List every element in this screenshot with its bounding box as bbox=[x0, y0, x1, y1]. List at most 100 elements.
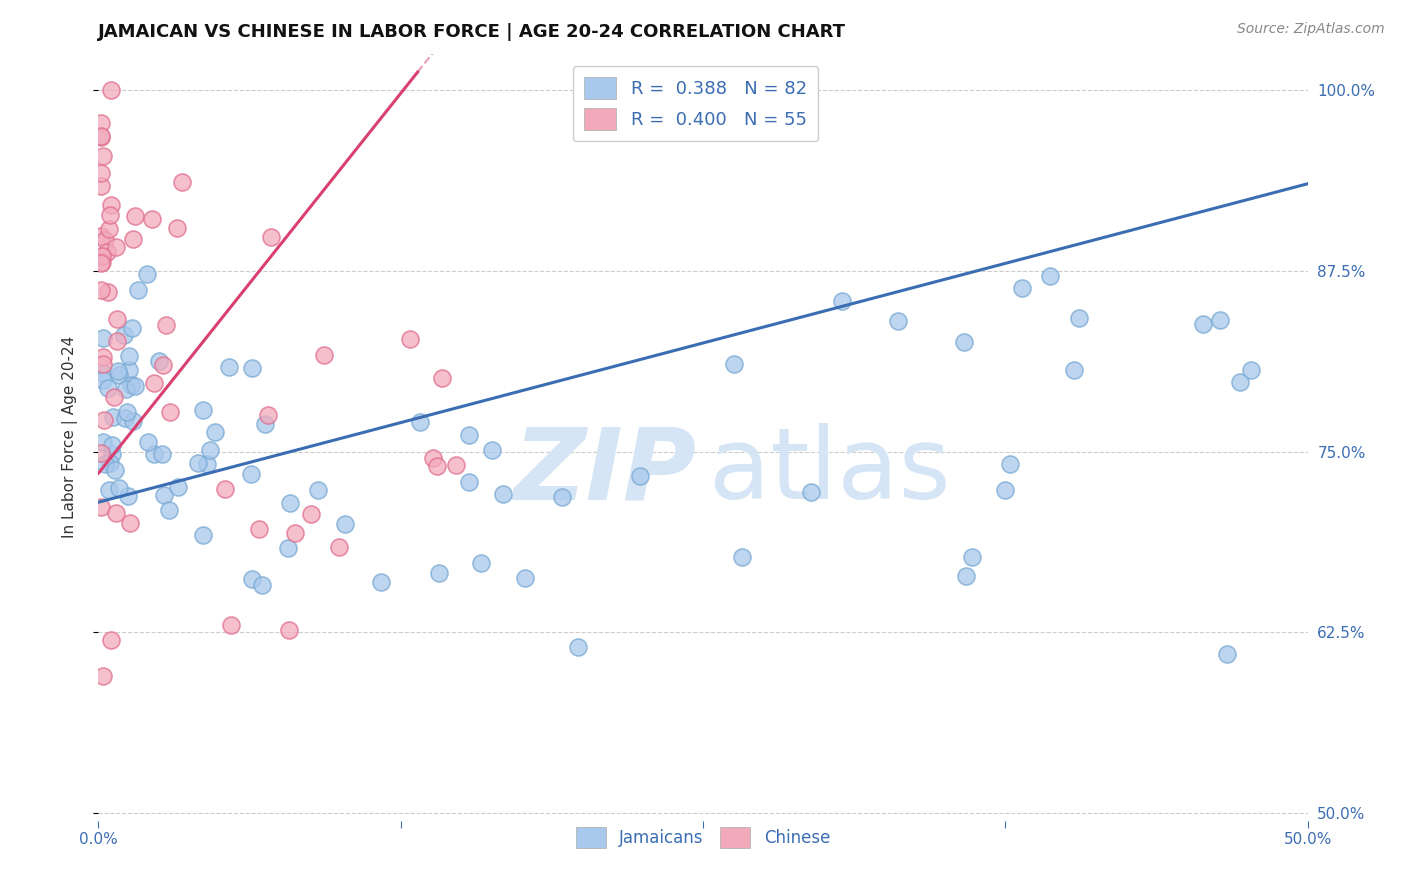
Point bbox=[122, 414, 145, 428]
Point bbox=[370, 574, 392, 589]
Point bbox=[277, 623, 299, 637]
Point bbox=[108, 368, 131, 382]
Point bbox=[166, 480, 188, 494]
Point bbox=[887, 314, 910, 328]
Point bbox=[96, 245, 118, 260]
Point bbox=[104, 506, 127, 520]
Point bbox=[152, 359, 174, 373]
Point bbox=[257, 409, 280, 423]
Point bbox=[398, 332, 420, 346]
Point bbox=[307, 483, 329, 498]
Point bbox=[90, 116, 112, 130]
Point bbox=[91, 350, 114, 364]
Point bbox=[90, 283, 112, 297]
Point bbox=[112, 327, 135, 342]
Point bbox=[301, 508, 323, 522]
Point bbox=[250, 578, 273, 592]
Text: Source: ZipAtlas.com: Source: ZipAtlas.com bbox=[1237, 22, 1385, 37]
Point bbox=[312, 348, 335, 362]
Point bbox=[91, 435, 114, 450]
Point bbox=[1192, 317, 1215, 331]
Point bbox=[426, 458, 449, 473]
Point bbox=[90, 228, 112, 243]
Point bbox=[159, 405, 181, 419]
Point bbox=[98, 457, 121, 471]
Point bbox=[960, 550, 983, 565]
Point bbox=[101, 447, 124, 461]
Point bbox=[998, 457, 1021, 471]
Point bbox=[831, 294, 853, 309]
Point bbox=[409, 415, 432, 429]
Point bbox=[240, 360, 263, 375]
Point bbox=[955, 569, 977, 583]
Point bbox=[136, 435, 159, 450]
Point bbox=[280, 496, 302, 510]
Point bbox=[121, 321, 143, 335]
Point bbox=[100, 83, 122, 97]
Point bbox=[1240, 363, 1263, 377]
Point bbox=[91, 366, 114, 380]
Point bbox=[124, 379, 146, 393]
Point bbox=[153, 488, 176, 502]
Point bbox=[104, 463, 127, 477]
Point bbox=[90, 130, 112, 145]
Point bbox=[191, 402, 214, 417]
Point bbox=[90, 445, 112, 459]
Point bbox=[195, 457, 218, 471]
Point bbox=[103, 391, 125, 405]
Point bbox=[107, 363, 129, 377]
Point bbox=[200, 443, 222, 458]
Point bbox=[120, 377, 142, 392]
Point bbox=[97, 483, 120, 497]
Point bbox=[105, 312, 128, 326]
Point bbox=[333, 517, 356, 532]
Text: JAMAICAN VS CHINESE IN LABOR FORCE | AGE 20-24 CORRELATION CHART: JAMAICAN VS CHINESE IN LABOR FORCE | AGE… bbox=[98, 23, 846, 41]
Point bbox=[515, 570, 537, 584]
Point bbox=[97, 381, 120, 395]
Point bbox=[100, 632, 122, 647]
Point bbox=[91, 374, 114, 388]
Point bbox=[567, 640, 589, 654]
Point bbox=[98, 208, 121, 222]
Point bbox=[90, 255, 112, 269]
Point bbox=[1209, 312, 1232, 326]
Point bbox=[157, 503, 180, 517]
Text: atlas: atlas bbox=[709, 423, 950, 520]
Point bbox=[97, 285, 120, 299]
Point bbox=[239, 467, 262, 481]
Point bbox=[166, 221, 188, 235]
Point bbox=[277, 541, 299, 555]
Point bbox=[1229, 375, 1251, 389]
Point bbox=[94, 233, 117, 247]
Point bbox=[90, 165, 112, 179]
Point bbox=[143, 447, 166, 461]
Point bbox=[93, 413, 115, 427]
Point bbox=[551, 490, 574, 504]
Point bbox=[91, 331, 114, 345]
Point bbox=[117, 490, 139, 504]
Point bbox=[150, 447, 173, 461]
Point bbox=[218, 360, 240, 375]
Point bbox=[91, 357, 114, 371]
Point bbox=[430, 371, 453, 385]
Point bbox=[214, 482, 236, 496]
Legend: Jamaicans, Chinese: Jamaicans, Chinese bbox=[569, 821, 837, 855]
Point bbox=[155, 318, 177, 332]
Point bbox=[731, 550, 754, 565]
Point bbox=[628, 468, 651, 483]
Point bbox=[1063, 362, 1085, 376]
Point bbox=[120, 516, 142, 530]
Point bbox=[260, 230, 283, 244]
Point bbox=[187, 456, 209, 470]
Point bbox=[91, 669, 114, 683]
Point bbox=[101, 438, 124, 452]
Point bbox=[122, 232, 145, 246]
Point bbox=[284, 526, 307, 541]
Point bbox=[90, 500, 112, 514]
Point bbox=[723, 357, 745, 371]
Point bbox=[1039, 269, 1062, 284]
Point bbox=[444, 458, 467, 472]
Point bbox=[457, 427, 479, 442]
Point bbox=[191, 528, 214, 542]
Point bbox=[114, 411, 136, 425]
